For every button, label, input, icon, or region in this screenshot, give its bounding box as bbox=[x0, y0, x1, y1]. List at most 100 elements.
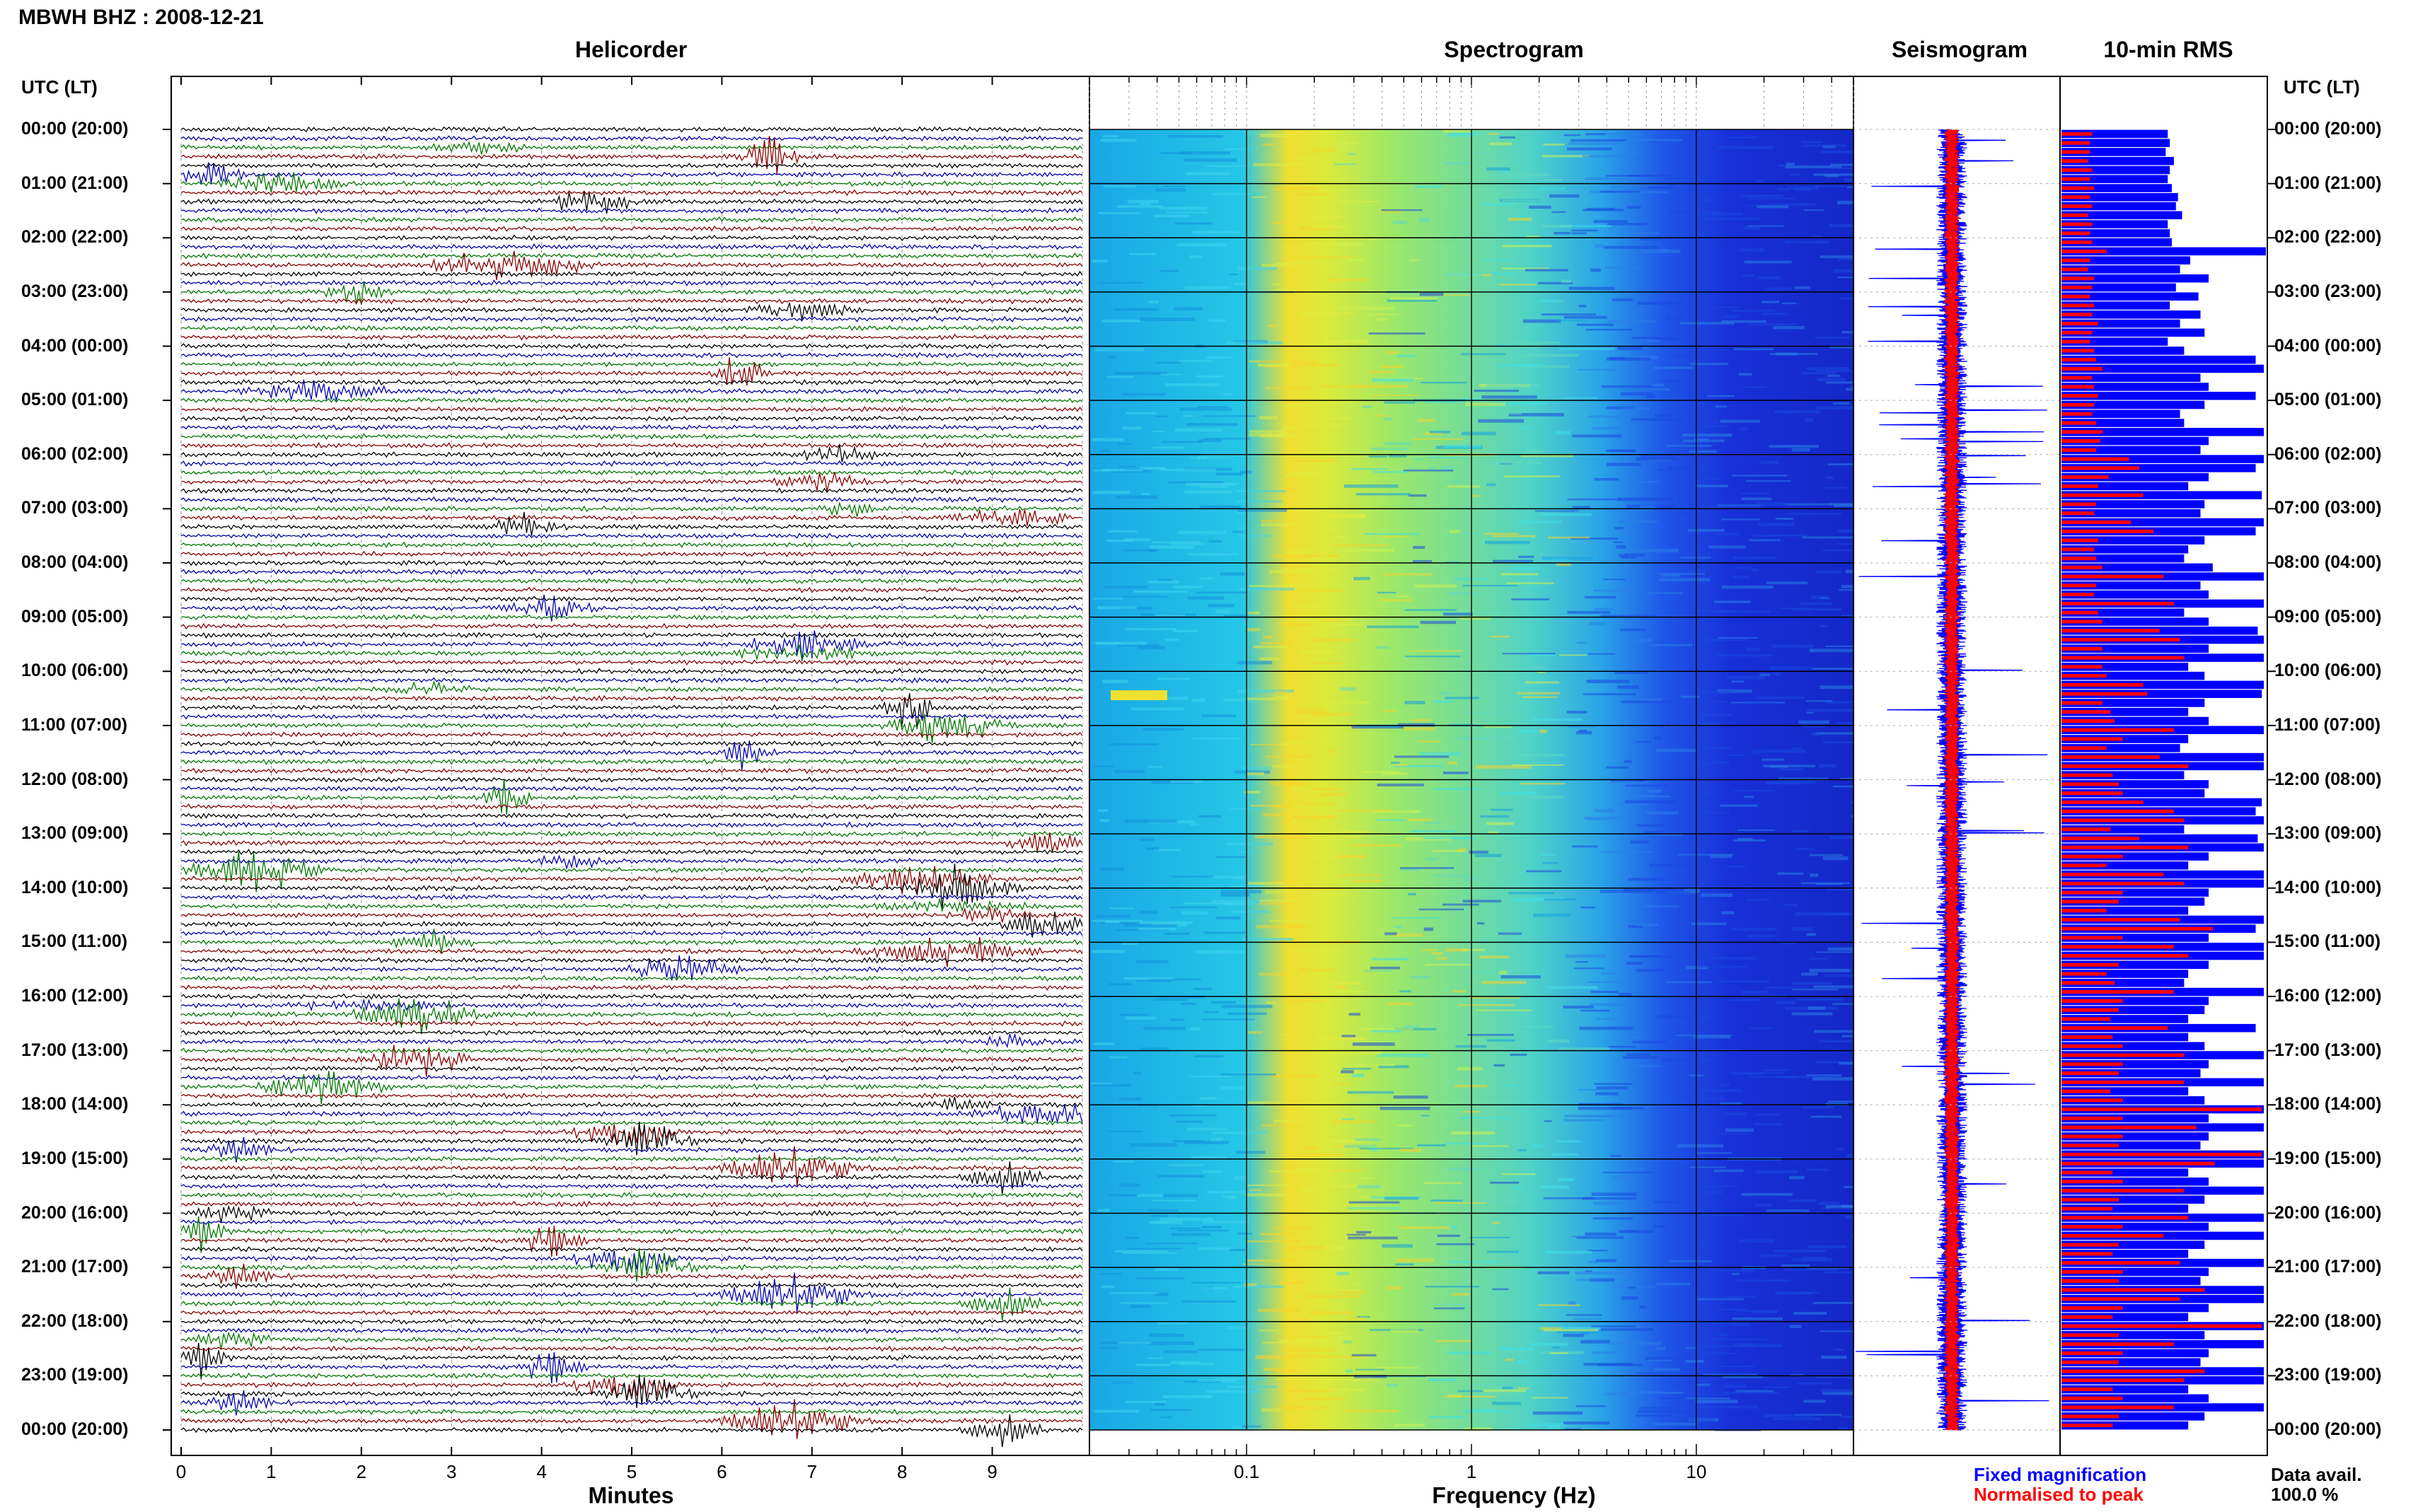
spectrogram-pixel bbox=[1689, 761, 1730, 764]
rms-bar-normalised bbox=[2061, 529, 2154, 533]
spectrogram-pixel bbox=[1806, 1267, 1849, 1269]
spectrogram-pixel bbox=[1791, 989, 1839, 991]
spectrogram-pixel bbox=[1188, 1075, 1230, 1078]
spectrogram-pixel bbox=[1448, 1167, 1483, 1170]
spectrogram-pixel bbox=[1836, 1147, 1844, 1150]
rms-bar-fixed bbox=[2061, 1412, 2205, 1421]
spectrogram-pixel bbox=[1367, 625, 1419, 629]
spectrogram-pixel bbox=[1204, 1011, 1218, 1013]
spectrogram-pixel bbox=[1690, 569, 1708, 571]
helicorder-trace-line bbox=[180, 207, 1083, 214]
spectrogram-pixel bbox=[1517, 1387, 1529, 1390]
rms-bar-normalised bbox=[2061, 1134, 2123, 1139]
spectrogram-pixel bbox=[1522, 696, 1557, 699]
spectrogram-pixel bbox=[1512, 898, 1544, 902]
rms-bar-fixed bbox=[2061, 1277, 2201, 1286]
helicorder-trace-line bbox=[180, 414, 1083, 422]
spectrogram-pixel bbox=[1717, 533, 1740, 536]
spectrogram-pixel bbox=[1320, 1264, 1351, 1267]
spectrogram-pixel bbox=[1502, 199, 1541, 202]
spectrogram-pixel bbox=[1287, 364, 1341, 367]
rms-bar-fixed bbox=[2061, 265, 2180, 274]
spectrogram-pixel bbox=[1732, 475, 1788, 477]
spectrogram-pixel bbox=[1618, 520, 1658, 523]
spectrogram-pixel bbox=[1145, 847, 1159, 851]
helicorder-trace-line bbox=[180, 595, 1083, 603]
spectrogram-pixel bbox=[1625, 784, 1668, 787]
spectrogram-pixel bbox=[1151, 1214, 1168, 1217]
spectrogram-pixel bbox=[1161, 441, 1203, 443]
rms-bar-normalised bbox=[2061, 746, 2107, 750]
spectrogram-pixel bbox=[1125, 1401, 1167, 1404]
spectrogram-pixel bbox=[1350, 844, 1402, 847]
helicorder-trace-line bbox=[180, 1245, 1083, 1253]
spectrogram-pixel bbox=[1178, 530, 1227, 535]
helicorder-trace-line bbox=[180, 1408, 1083, 1416]
spectrogram-pixel bbox=[1270, 781, 1306, 785]
spectrogram-pixel bbox=[1237, 267, 1278, 270]
rms-bar-normalised bbox=[2061, 258, 2090, 262]
helicorder-trace-line bbox=[180, 912, 1083, 938]
spectrogram-pixel bbox=[1486, 822, 1514, 825]
spectrogram-pixel bbox=[1631, 549, 1679, 553]
spectrogram-pixel bbox=[1172, 629, 1198, 633]
spectrogram-pixel bbox=[1717, 146, 1774, 149]
rms-bar-fixed bbox=[2061, 644, 2209, 653]
spectrogram-pixel bbox=[1650, 795, 1671, 798]
spectrogram-pixel bbox=[1539, 1327, 1562, 1330]
spectrogram-pixel bbox=[1344, 1144, 1377, 1148]
spectrogram-pixel bbox=[1127, 199, 1159, 204]
spectrogram-pixel bbox=[1665, 721, 1721, 726]
spectrogram-pixel bbox=[1721, 585, 1774, 589]
spectrogram-pixel bbox=[1818, 764, 1836, 768]
spectrogram-pixel bbox=[1248, 611, 1260, 615]
spectrogram-pixel bbox=[1338, 874, 1382, 876]
spectrogram-pixel bbox=[1751, 568, 1759, 571]
spectrogram-pixel bbox=[1730, 1322, 1751, 1327]
spectrogram-pixel bbox=[1370, 966, 1400, 970]
spectrogram-pixel bbox=[1158, 1321, 1188, 1325]
spectrogram-pixel bbox=[1272, 554, 1321, 558]
spectrogram-pixel bbox=[1336, 1291, 1366, 1294]
spectrogram-pixel bbox=[1823, 487, 1847, 489]
spectrogram-pixel bbox=[1341, 1035, 1356, 1038]
spectrogram-pixel bbox=[1667, 466, 1703, 470]
rms-bar-fixed bbox=[2061, 617, 2209, 626]
spectrogram-pixel bbox=[1202, 415, 1256, 417]
spectrogram-pixel bbox=[1711, 1338, 1768, 1341]
rms-bar-normalised bbox=[2061, 682, 2144, 687]
helicorder-trace-line bbox=[180, 767, 1083, 774]
spectrogram-pixel bbox=[1606, 463, 1641, 466]
helicorder-trace-line bbox=[180, 803, 1083, 810]
spectrogram-pixel bbox=[1607, 357, 1651, 361]
spectrogram-pixel bbox=[1789, 173, 1801, 176]
rms-bar-fixed bbox=[2061, 508, 2201, 518]
spectrogram-pixel bbox=[1296, 193, 1332, 196]
rms-bar-normalised bbox=[2061, 249, 2107, 253]
rms-bar-normalised bbox=[2061, 1369, 2205, 1373]
spectrogram-pixel bbox=[1567, 509, 1580, 513]
spectrogram-pixel bbox=[1265, 890, 1296, 894]
helicorder-trace-line bbox=[180, 511, 1083, 537]
spectrogram-pixel bbox=[1627, 206, 1641, 209]
spectrogram-pixel bbox=[1343, 484, 1399, 488]
spectrogram-pixel bbox=[1588, 653, 1615, 655]
left-time-label: 06:00 (02:00) bbox=[21, 443, 129, 464]
spectrogram-pixel bbox=[1152, 446, 1185, 449]
spectrogram-pixel bbox=[1636, 1414, 1673, 1417]
spectrogram-pixel bbox=[1682, 433, 1732, 437]
spectrogram-pixel bbox=[1653, 366, 1694, 369]
spectrogram-pixel bbox=[1841, 1035, 1853, 1037]
spectrogram-pixel bbox=[1302, 1153, 1343, 1157]
spectrogram-pixel bbox=[1278, 1281, 1297, 1284]
spectrogram-pixel bbox=[1280, 622, 1314, 626]
spectrogram-pixel bbox=[1570, 537, 1618, 540]
spectrogram-pixel bbox=[1375, 646, 1390, 649]
spectrogram-pixel bbox=[1371, 394, 1420, 397]
spectrogram-pixel bbox=[1571, 229, 1598, 232]
spectrogram-pixel bbox=[1563, 1119, 1605, 1122]
helicorder-trace-line bbox=[180, 501, 1083, 517]
spectrogram-pixel bbox=[1476, 611, 1502, 614]
helicorder-trace-line bbox=[180, 351, 1083, 359]
right-time-label: 23:00 (19:00) bbox=[2274, 1365, 2382, 1385]
